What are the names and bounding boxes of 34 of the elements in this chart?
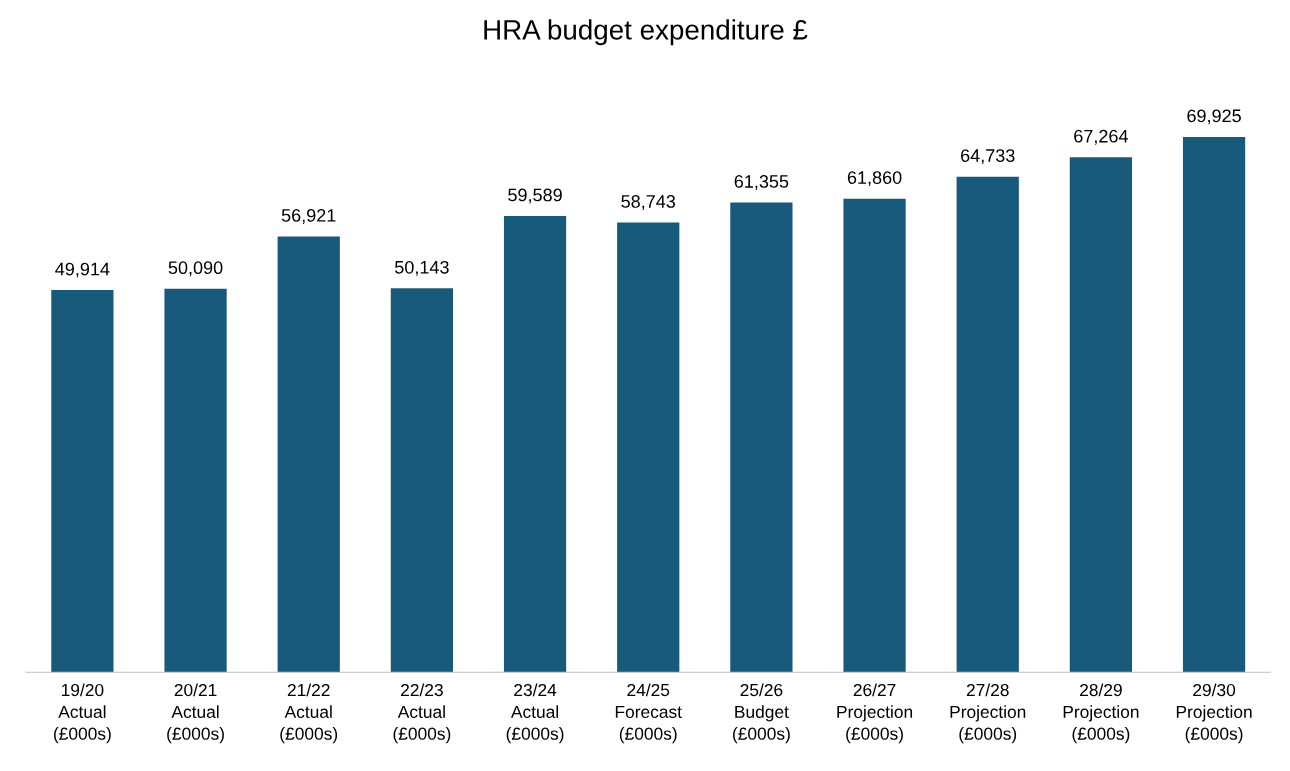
data-label: 50,090 [168, 261, 223, 277]
data-label: 67,264 [1074, 129, 1128, 145]
x-tick-label: 26/27 Projection (£000s) [837, 683, 913, 744]
data-label: 50,143 [395, 260, 449, 276]
data-label: 61,860 [847, 171, 902, 187]
data-label: 58,743 [621, 195, 676, 210]
bar [843, 198, 906, 673]
bar [1182, 136, 1246, 673]
x-tick-label: 22/23 Actual (£000s) [393, 683, 451, 744]
bar [277, 236, 340, 673]
data-label: 49,914 [55, 262, 110, 278]
x-tick-label: 23/24 Actual (£000s) [506, 683, 564, 744]
bar [51, 290, 114, 673]
data-label: 56,921 [281, 209, 336, 224]
data-label: 61,355 [734, 175, 789, 190]
bar [390, 288, 454, 673]
chart-title: HRA budget expenditure £ [484, 19, 808, 46]
x-tick-label: 21/22 Actual (£000s) [280, 683, 338, 744]
data-label: 69,925 [1187, 109, 1241, 125]
x-tick-label: 19/20 Actual (£000s) [54, 683, 111, 744]
x-tick-label: 29/30 Projection (£000s) [1176, 683, 1252, 744]
x-tick-label: 27/28 Projection (£000s) [950, 683, 1026, 744]
bar [503, 216, 567, 673]
bar [1069, 157, 1133, 673]
x-tick-label: 24/25 Forecast (£000s) [615, 683, 682, 744]
bar [164, 288, 227, 673]
bar [956, 176, 1019, 673]
data-label: 59,589 [508, 188, 562, 204]
x-tick-label: 28/29 Projection (£000s) [1063, 683, 1139, 744]
data-label: 64,733 [961, 149, 1015, 165]
bar [617, 222, 680, 673]
bar [730, 202, 793, 673]
x-tick-label: 20/21 Actual (£000s) [167, 683, 224, 744]
x-tick-label: 25/26 Budget (£000s) [733, 683, 790, 744]
